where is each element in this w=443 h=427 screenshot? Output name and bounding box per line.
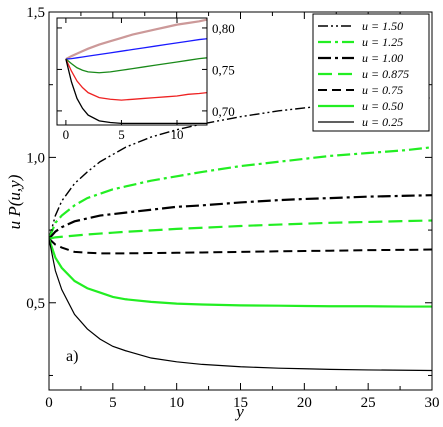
series-line-4 (49, 238, 432, 255)
main-plot-series (49, 97, 432, 372)
y-tick-label: 1,0 (26, 150, 45, 166)
inset-x-tick-label: 10 (171, 127, 184, 142)
inset-y-tick-label: 0,75 (212, 62, 235, 77)
inset-x-tick-label: 5 (118, 127, 125, 142)
y-tick-label: 1,5 (26, 5, 45, 21)
series-line-2 (49, 194, 432, 240)
inset-series-line-0 (65, 18, 207, 61)
x-axis-label: y (234, 402, 244, 421)
series-line-3 (49, 219, 432, 240)
x-tick-label: 20 (297, 395, 312, 411)
inset-series-line-3 (65, 58, 207, 101)
x-tick-label: 30 (425, 395, 440, 411)
inset-series-line-2 (65, 57, 207, 74)
inset-series-line-4 (65, 58, 207, 124)
legend-label-4: u = 0.75 (362, 83, 403, 97)
legend-label-0: u = 1.50 (362, 19, 403, 33)
main-axes: 0 5 10 15 20 25 30 0,5 1,0 1,5 (26, 5, 439, 411)
x-tick-label: 5 (109, 395, 117, 411)
panel-label: a) (66, 348, 78, 365)
x-tick-label: 15 (233, 395, 248, 411)
series-line-1 (49, 146, 432, 240)
inset-plot-frame (56, 17, 208, 126)
inset-x-tick-label: 0 (63, 127, 70, 142)
legend-label-6: u = 0.25 (362, 115, 403, 129)
legend-label-2: u = 1.00 (362, 51, 403, 65)
x-tick-label: 10 (169, 395, 184, 411)
inset-axes: 0 5 10 0,70 0,75 0,80 (57, 18, 235, 142)
legend-label-1: u = 1.25 (362, 35, 403, 49)
x-tick-label: 25 (361, 395, 376, 411)
y-tick-label: 0,5 (26, 296, 45, 312)
inset-series-line-1 (65, 38, 207, 60)
inset-plot-series (65, 18, 207, 124)
x-tick-label: 0 (45, 395, 53, 411)
y-axis-label: u P(u,y) (5, 174, 24, 229)
inset-y-tick-label: 0,80 (212, 21, 235, 36)
series-line-5 (49, 238, 432, 308)
legend-label-3: u = 0.875 (362, 67, 409, 81)
legend-box (312, 13, 430, 132)
inset-y-tick-label: 0,70 (212, 104, 235, 119)
legend-label-5: u = 0.50 (362, 99, 403, 113)
legend: u = 1.50 u = 1.25 u = 1.00 u = 0.875 u = 0.7… (312, 13, 430, 132)
series-line-6 (49, 238, 432, 372)
